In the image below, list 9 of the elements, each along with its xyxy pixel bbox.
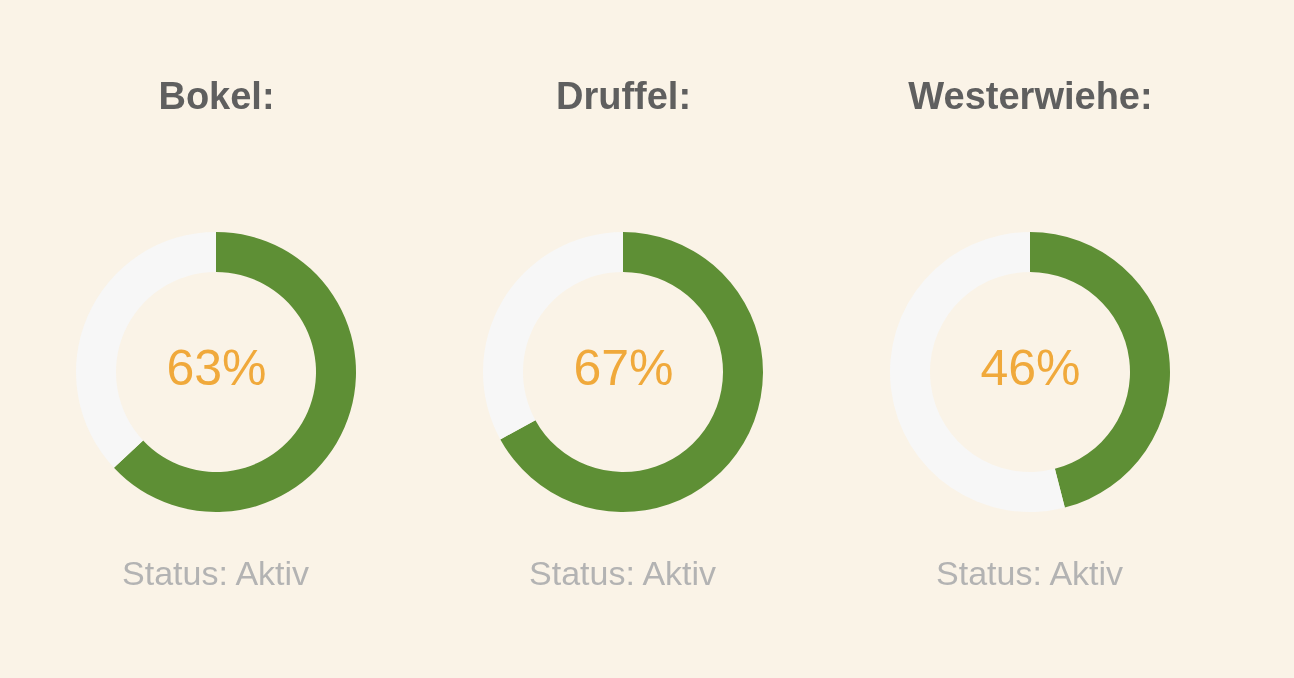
text: 63% [166, 340, 267, 396]
text: 67% [573, 340, 674, 396]
text: 46% [980, 340, 1081, 396]
text: Status: Aktiv [529, 554, 717, 592]
chart-title: Westerwiehe: [908, 75, 1153, 117]
text: Status: Aktiv [936, 554, 1124, 592]
chart-title: Druffel: [555, 75, 692, 117]
chart-title: Bokel: [158, 75, 275, 117]
text: Status: Aktiv [122, 554, 310, 592]
